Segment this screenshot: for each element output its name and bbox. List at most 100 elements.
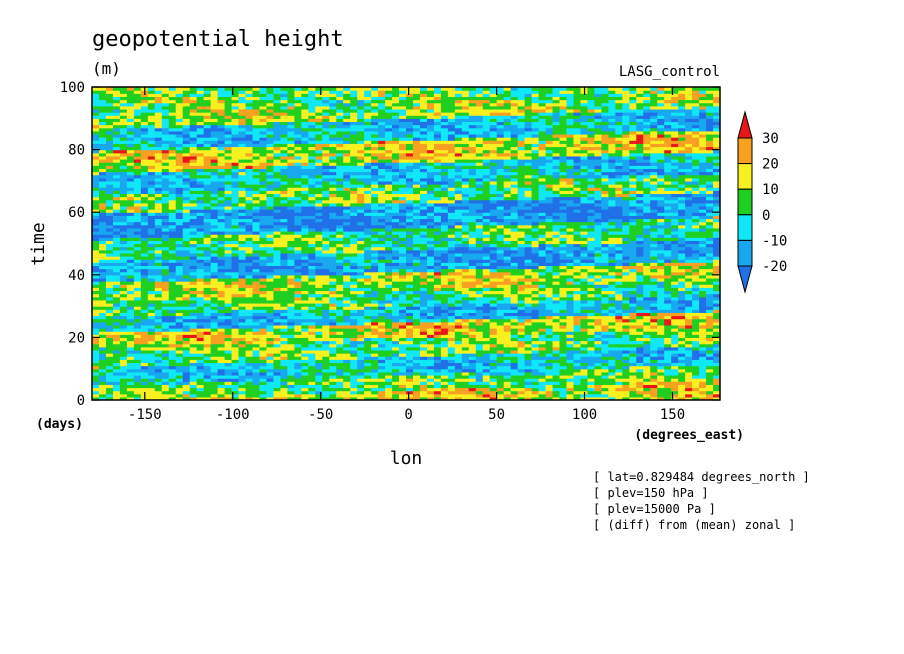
heatmap-cell [454,230,463,235]
heatmap-cell [238,299,247,304]
heatmap-cell [336,281,344,285]
heatmap-cell [678,265,686,270]
heatmap-cell [510,296,519,301]
heatmap-cell [419,349,428,354]
heatmap-cell [580,240,589,245]
heatmap-cell [601,321,609,326]
heatmap-cell [433,227,442,232]
heatmap-cell [217,371,226,376]
heatmap-cell [650,234,658,238]
heatmap-cell [566,356,575,360]
heatmap-cell [98,281,107,285]
heatmap-cell [252,306,261,310]
heatmap-cell [385,343,393,348]
heatmap-cell [650,365,658,370]
heatmap-cell [678,371,686,376]
heatmap-cell [385,284,393,288]
heatmap-cell [308,324,316,329]
heatmap-cell [161,249,170,254]
heatmap-cell [322,378,330,382]
heatmap-cell [594,309,602,313]
heatmap-cell [468,287,477,292]
heatmap-cell [189,252,198,257]
heatmap-cell [461,362,470,367]
heatmap-cell [203,277,212,282]
heatmap-cell [671,390,679,395]
heatmap-cell [692,274,700,279]
heatmap-cell [601,371,609,376]
heatmap-cell [538,281,547,285]
heatmap-cell [322,234,330,238]
heatmap-cell [440,343,449,348]
heatmap-cell [566,265,575,270]
heatmap-cell [343,243,351,248]
heatmap-cell [461,256,470,260]
heatmap-cell [161,318,170,323]
heatmap-cell [92,312,100,317]
heatmap-cell [503,371,512,376]
heatmap-cell [650,246,658,251]
heatmap-cell [678,237,686,241]
heatmap-cell [266,381,275,385]
heatmap-cell [294,381,302,385]
heatmap-cell [399,224,407,229]
heatmap-cell [371,368,379,373]
heatmap-cell [140,337,149,342]
heatmap-cell [664,321,672,326]
heatmap-cell [664,324,672,329]
heatmap-cell [468,296,477,301]
heatmap-cell [119,312,128,317]
heatmap-cell [224,224,233,229]
heatmap-cell [496,340,505,345]
heatmap-cell [559,259,568,263]
heatmap-cell [196,281,205,285]
heatmap-cell [308,359,316,364]
heatmap-cell [140,353,149,357]
heatmap-cell [406,299,414,304]
heatmap-cell [364,331,372,335]
heatmap-cell [273,368,281,373]
heatmap-cell [245,237,254,241]
heatmap-cell [98,393,107,398]
heatmap-cell [182,356,191,360]
heatmap-cell [224,271,233,276]
heatmap-cell [503,240,512,245]
heatmap-cell [378,256,386,260]
heatmap-cell [287,271,295,276]
heatmap-cell [608,265,616,270]
heatmap-cell [336,249,344,254]
heatmap-cell [657,290,665,295]
heatmap-cell [538,328,547,332]
heatmap-cell [196,262,205,267]
heatmap-cell [587,259,595,263]
heatmap-cell [678,234,686,238]
heatmap-cell [636,328,644,332]
heatmap-cell [112,374,121,379]
heatmap-cell [210,356,219,360]
heatmap-cell [92,234,100,238]
heatmap-cell [692,324,700,329]
heatmap-cell [706,337,714,342]
heatmap-cell [650,265,658,270]
heatmap-cell [657,256,665,260]
heatmap-cell [587,371,595,376]
heatmap-cell [699,315,707,320]
heatmap-cell [105,334,114,338]
heatmap-cell [133,365,142,370]
heatmap-cell [280,362,288,367]
heatmap-cell [399,287,407,292]
heatmap-cell [140,315,149,320]
heatmap-cell [706,340,714,345]
heatmap-cell [545,230,554,235]
heatmap-cell [489,390,498,395]
heatmap-cell [399,343,407,348]
heatmap-cell [545,246,554,251]
heatmap-cell [531,252,540,257]
heatmap-cell [713,265,720,270]
heatmap-cell [238,362,247,367]
heatmap-cell [252,271,261,276]
heatmap-cell [440,268,449,273]
heatmap-cell [385,259,393,263]
heatmap-cell [419,262,428,267]
heatmap-cell [419,312,428,317]
